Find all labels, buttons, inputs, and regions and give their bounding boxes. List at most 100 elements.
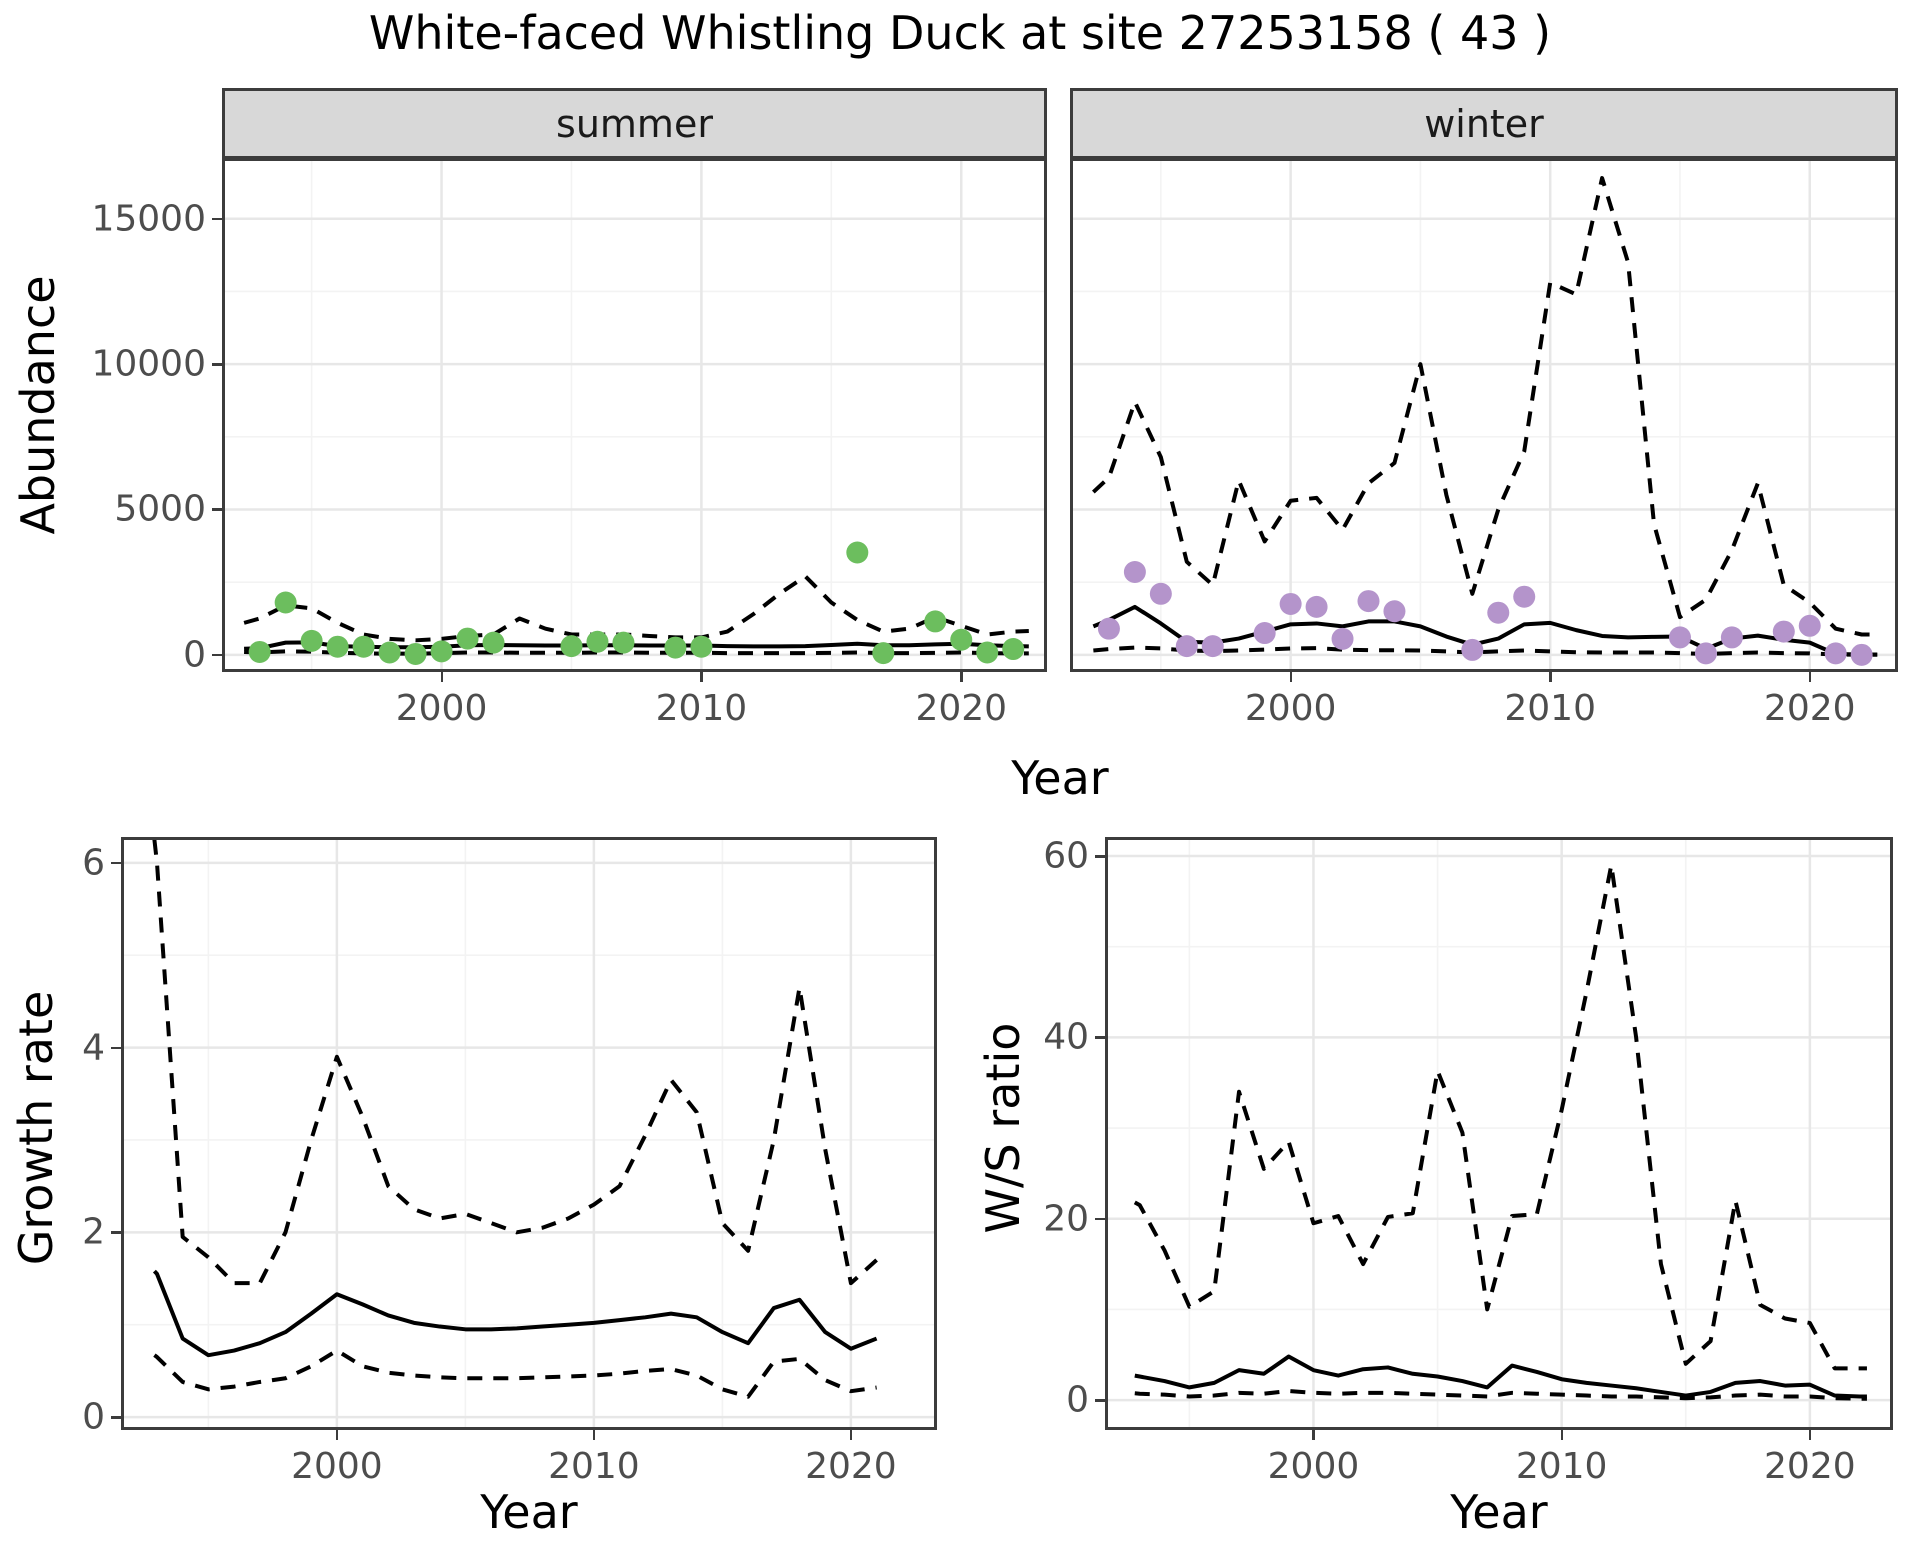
x-tick-label-growth_rate: 2000 [291,1446,383,1487]
x-tick-abundance_summer [440,672,444,682]
x-tick-growth_rate [849,1430,853,1440]
x-axis-title-year-growth: Year [480,1485,578,1539]
panel-abundance-summer [222,158,1047,672]
data-point-abundance_summer [456,627,479,650]
data-point-abundance_winter [1253,622,1276,645]
y-tick-label-abundance_summer: 0 [183,634,206,676]
data-point-abundance_summer [612,631,635,654]
data-point-abundance_winter [1279,592,1302,615]
y-tick-label-growth_rate: 6 [82,842,105,884]
x-tick-abundance_winter [1289,672,1293,682]
y-tick-abundance_summer [212,653,222,657]
data-point-abundance_summer [430,640,453,663]
y-tick-label-abundance_summer: 5000 [114,488,206,530]
x-tick-label-abundance_winter: 2000 [1244,688,1337,729]
data-point-abundance_summer [872,642,895,665]
data-point-abundance_winter [1772,620,1795,643]
x-tick-label-ws_ratio: 2020 [1764,1446,1856,1487]
y-axis-title-growth-rate: Growth rate [9,990,63,1266]
x-tick-label-abundance_summer: 2020 [915,688,1008,729]
x-tick-label-abundance_winter: 2020 [1763,688,1856,729]
data-point-abundance_summer [690,635,713,658]
y-tick-label-ws_ratio: 0 [1066,1379,1089,1421]
data-point-abundance_winter [1097,617,1120,640]
data-point-abundance_summer [326,635,349,658]
x-tick-abundance_winter [1808,672,1812,682]
data-point-abundance_winter [1720,626,1743,649]
y-tick-ws_ratio [1095,1399,1105,1402]
x-tick-growth_rate [335,1430,339,1440]
y-tick-abundance_summer [212,363,222,366]
data-point-abundance_winter [1175,635,1198,658]
y-axis-title-abundance: Abundance [11,275,65,535]
x-tick-label-growth_rate: 2020 [805,1446,897,1487]
data-point-abundance_summer [482,631,505,654]
data-point-abundance_summer [664,636,687,659]
data-point-abundance_winter [1201,635,1224,658]
data-point-abundance_summer [248,640,271,663]
data-point-abundance_winter [1850,643,1873,666]
data-point-abundance_winter [1513,585,1536,608]
data-point-abundance_summer [586,630,609,653]
y-axis-title-ws-ratio: W/S ratio [976,1022,1030,1234]
data-point-abundance_summer [274,591,297,614]
y-tick-label-ws_ratio: 20 [1043,1198,1089,1240]
data-point-abundance_winter [1668,626,1691,649]
x-tick-label-abundance_winter: 2010 [1504,688,1596,729]
x-tick-ws_ratio [1312,1430,1315,1440]
y-tick-label-growth_rate: 2 [82,1211,105,1253]
x-tick-label-abundance_summer: 2000 [395,688,488,729]
panel-growth-rate [121,837,937,1430]
x-tick-label-abundance_summer: 2010 [655,688,748,729]
data-point-abundance_winter [1694,642,1717,665]
chart-canvas-growth_rate [124,840,934,1427]
data-point-abundance_winter [1357,590,1380,613]
data-point-abundance_summer [1002,638,1025,661]
data-point-abundance_summer [352,635,375,658]
data-point-abundance_summer [378,641,401,664]
data-point-abundance_winter [1383,600,1406,623]
data-point-abundance_summer [924,610,947,633]
x-tick-label-ws_ratio: 2000 [1267,1446,1360,1487]
y-tick-growth_rate [111,1231,121,1234]
x-tick-ws_ratio [1560,1430,1564,1440]
data-point-abundance_winter [1123,560,1146,583]
x-tick-growth_rate [592,1430,596,1440]
chart-canvas-abundance_summer [225,161,1044,669]
data-point-abundance_winter [1331,627,1354,650]
y-tick-abundance_summer [212,508,222,511]
figure-title: White-faced Whistling Duck at site 27253… [368,6,1552,60]
facet-strip-winter-label: winter [1424,101,1544,146]
y-tick-label-growth_rate: 0 [82,1396,105,1438]
panel-abundance-winter [1070,158,1898,672]
chart-canvas-ws_ratio [1108,840,1890,1427]
x-tick-abundance_winter [1549,672,1552,682]
data-point-abundance_summer [560,635,583,658]
y-tick-ws_ratio [1095,1217,1105,1221]
x-axis-title-year-ws: Year [1450,1485,1548,1539]
data-point-abundance_winter [1824,642,1847,665]
data-point-abundance_summer [950,628,973,651]
data-point-abundance_winter [1461,638,1484,661]
chart-canvas-abundance_winter [1073,161,1895,669]
x-tick-label-ws_ratio: 2010 [1515,1446,1608,1487]
y-tick-label-ws_ratio: 40 [1043,1016,1089,1058]
facet-strip-summer: summer [222,88,1047,159]
y-tick-label-abundance_summer: 15000 [91,198,206,240]
data-point-abundance_winter [1149,582,1172,605]
x-tick-ws_ratio [1808,1430,1812,1440]
x-axis-title-year-top: Year [1011,751,1109,805]
y-tick-abundance_summer [212,217,222,221]
y-tick-label-growth_rate: 4 [82,1027,105,1069]
panel-ws-ratio [1105,837,1893,1430]
data-point-abundance_summer [404,642,427,665]
x-tick-abundance_summer [700,672,703,682]
x-tick-abundance_summer [960,672,963,682]
y-tick-growth_rate [111,1416,121,1419]
data-point-abundance_winter [1798,614,1821,637]
data-point-abundance_summer [300,629,323,652]
y-tick-ws_ratio [1095,1036,1105,1039]
facet-strip-winter: winter [1070,88,1898,159]
y-tick-growth_rate [111,1046,121,1050]
